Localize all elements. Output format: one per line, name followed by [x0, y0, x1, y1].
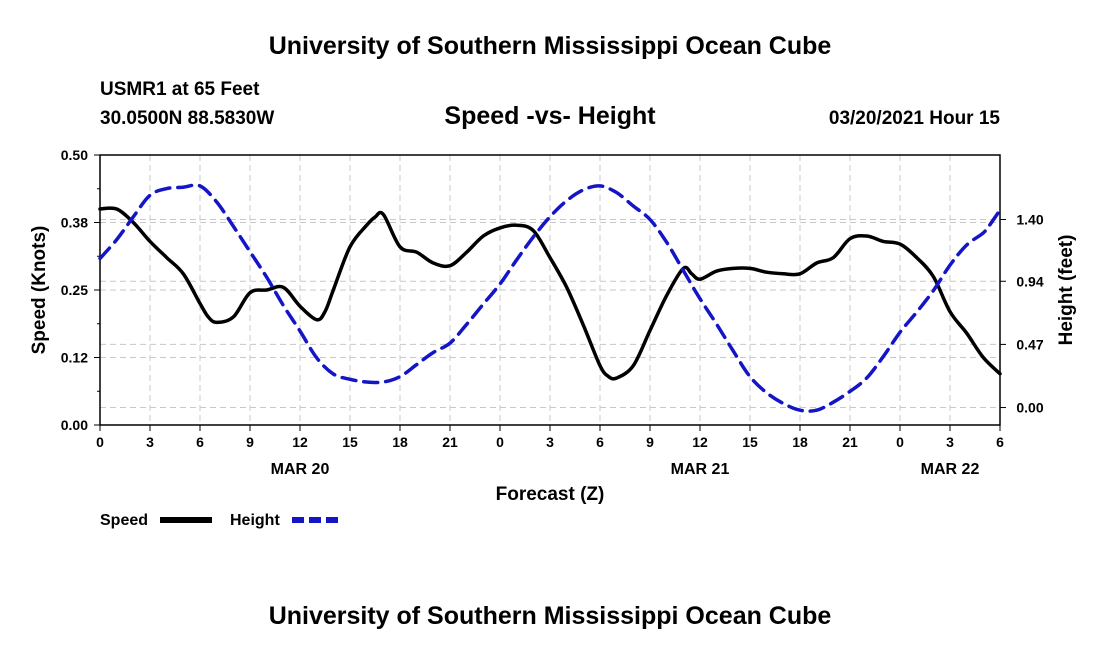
axis-ticks: 0 3 6 9 12 15 18 21 0 3 6 9 12 15 18 21 0 3 6 0.00 0.12 0.25 0… — [61, 147, 1044, 478]
series-lines — [98, 183, 1002, 413]
footer-title: University of Southern Mississippi Ocean… — [269, 602, 832, 630]
x-tick-label: 9 — [246, 434, 254, 450]
y-left-tick-label: 0.25 — [61, 282, 88, 298]
x-tick-label: 0 — [496, 434, 504, 450]
y-left-tick-label: 0.38 — [61, 215, 88, 231]
y-right-tick-label: 0.47 — [1016, 336, 1043, 352]
x-tick-label: 15 — [742, 434, 758, 450]
x-tick-label: 3 — [946, 434, 954, 450]
x-tick-label: 0 — [96, 434, 104, 450]
x-tick-label: 12 — [292, 434, 308, 450]
x-tick-label: 6 — [196, 434, 204, 450]
speed-series-line — [98, 206, 1002, 381]
height-series-line — [98, 183, 1002, 413]
x-tick-label: 9 — [646, 434, 654, 450]
x-tick-label: 15 — [342, 434, 358, 450]
x-tick-label: 3 — [546, 434, 554, 450]
x-date-label: MAR 20 — [271, 461, 330, 478]
x-tick-label: 21 — [442, 434, 458, 450]
x-tick-label: 6 — [596, 434, 604, 450]
forecast-datetime: 03/20/2021 Hour 15 — [829, 108, 1001, 129]
x-axis-label: Forecast (Z) — [496, 484, 605, 505]
x-tick-label: 18 — [392, 434, 408, 450]
x-tick-label: 0 — [896, 434, 904, 450]
x-tick-label: 3 — [146, 434, 154, 450]
y-left-tick-label: 0.50 — [61, 147, 88, 163]
x-tick-label: 12 — [692, 434, 708, 450]
y-right-tick-label: 0.94 — [1016, 273, 1043, 289]
y-left-tick-label: 0.00 — [61, 417, 88, 433]
station-coords: 30.0500N 88.5830W — [100, 108, 274, 129]
x-tick-label: 6 — [996, 434, 1004, 450]
legend-height-label: Height — [230, 512, 280, 529]
y-axis-right-label: Height (feet) — [1056, 235, 1077, 346]
station-name: USMR1 at 65 Feet — [100, 79, 260, 100]
y-right-tick-label: 0.00 — [1016, 400, 1043, 416]
y-left-tick-label: 0.12 — [61, 350, 88, 366]
page-title: University of Southern Mississippi Ocean… — [269, 32, 832, 60]
x-date-label: MAR 21 — [671, 461, 730, 478]
plot-title: Speed -vs- Height — [444, 102, 656, 130]
x-tick-label: 21 — [842, 434, 858, 450]
x-tick-label: 18 — [792, 434, 808, 450]
legend: Speed Height — [100, 512, 342, 529]
grid — [100, 155, 1000, 425]
y-axis-left-label: Speed (Knots) — [29, 226, 50, 355]
x-date-label: MAR 22 — [921, 461, 980, 478]
legend-speed-label: Speed — [100, 512, 148, 529]
y-right-tick-label: 1.40 — [1016, 211, 1043, 227]
